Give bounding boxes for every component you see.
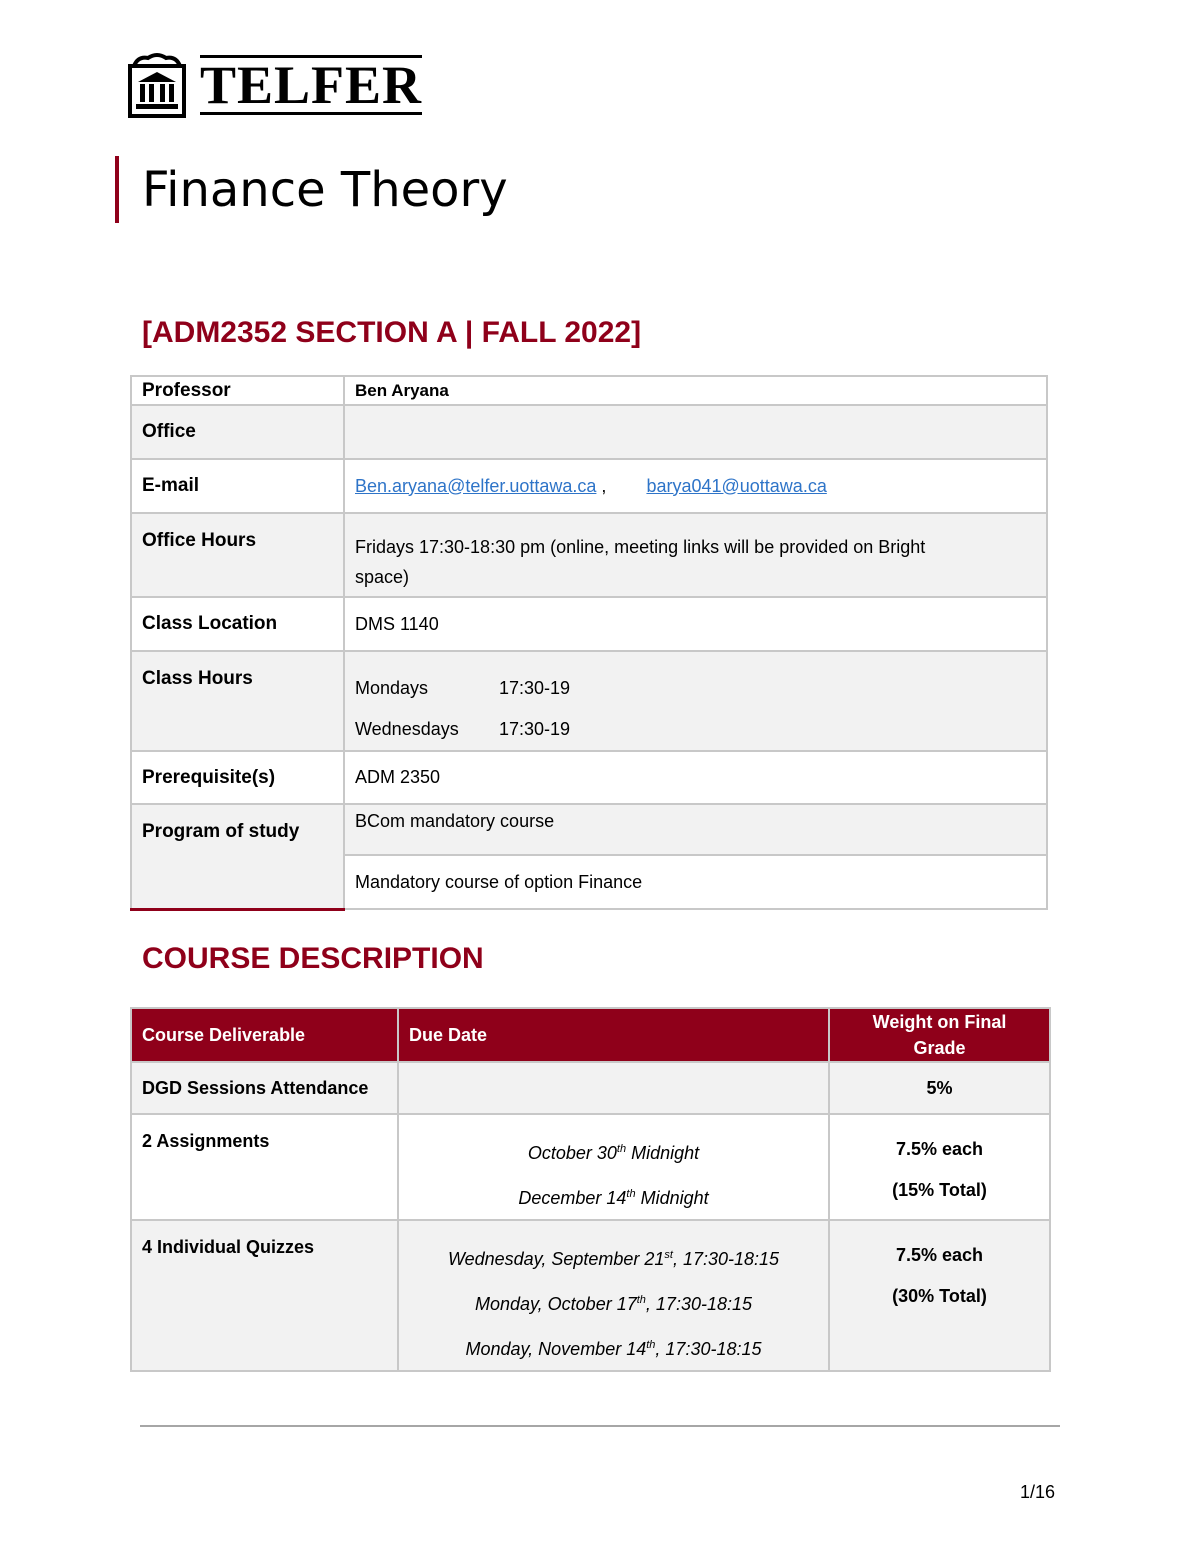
office-hours-label: Office Hours bbox=[130, 512, 345, 598]
class-hours-value: Mondays 17:30-19 Wednesdays 17:30-19 bbox=[343, 650, 1048, 752]
due-date: December 14th Midnight bbox=[409, 1174, 818, 1219]
page-number: 1/16 bbox=[1020, 1482, 1056, 1502]
email-link-secondary[interactable]: barya041@uottawa.ca bbox=[646, 475, 827, 496]
email-label: E-mail bbox=[130, 458, 345, 514]
prerequisites-value: ADM 2350 bbox=[343, 750, 1048, 805]
header-deliverable: Course Deliverable bbox=[130, 1007, 399, 1063]
due-date-cell: October 30th Midnight December 14th Midni… bbox=[397, 1113, 830, 1221]
office-label: Office bbox=[130, 404, 345, 460]
due-date: October 30th Midnight bbox=[409, 1129, 818, 1174]
weight-cell: 5% bbox=[828, 1061, 1051, 1115]
due-date-post: Midnight bbox=[626, 1143, 700, 1163]
due-date-post: , 17:30-18:15 bbox=[645, 1294, 753, 1314]
due-date-sup: th bbox=[626, 1188, 636, 1200]
weight-value: 5% bbox=[926, 1077, 953, 1098]
course-description-heading: COURSE DESCRIPTION bbox=[142, 942, 484, 975]
day: Wednesdays bbox=[355, 719, 459, 739]
header-due-date: Due Date bbox=[397, 1007, 830, 1063]
due-date: Monday, November 14th, 17:30-18:15 bbox=[409, 1325, 818, 1370]
class-hours-label: Class Hours bbox=[130, 650, 345, 752]
deliverable-name: 4 Individual Quizzes bbox=[130, 1219, 399, 1372]
logo-wordmark: TELFER bbox=[200, 55, 423, 115]
due-date: Wednesday, September 21st, 17:30-18:15 bbox=[409, 1235, 818, 1280]
due-date-sup: th bbox=[616, 1143, 627, 1155]
telfer-logo: TELFER bbox=[128, 52, 423, 118]
due-date-cell: Wednesday, September 21st, 17:30-18:15 Mo… bbox=[397, 1219, 830, 1372]
time: 17:30-19 bbox=[499, 719, 571, 739]
due-date: Monday, October 17th, 17:30-18:15 bbox=[409, 1280, 818, 1325]
due-date-pre: Wednesday, September 21 bbox=[447, 1249, 665, 1269]
table-row: 2 Assignments October 30th Midnight Decemb… bbox=[130, 1113, 1051, 1221]
deliverable-name: 2 Assignments bbox=[130, 1113, 399, 1221]
weight-value: (15% Total) bbox=[892, 1180, 987, 1200]
due-date-post: , 17:30-18:15 bbox=[672, 1249, 780, 1269]
email-link-primary[interactable]: Ben.aryana@telfer.uottawa.ca bbox=[355, 475, 597, 496]
due-date-cell bbox=[397, 1061, 830, 1115]
course-heading: [ADM2352 SECTION A | FALL 2022] bbox=[142, 316, 642, 349]
due-date-post: Midnight bbox=[635, 1188, 709, 1208]
footer-divider bbox=[140, 1425, 1060, 1427]
deliverables-table: Course Deliverable Due Date Weight on Fi… bbox=[130, 1007, 1051, 1372]
weight-value: 7.5% each bbox=[895, 1139, 984, 1159]
class-location-value: DMS 1140 bbox=[343, 596, 1048, 652]
class-hours-row: Wednesdays 17:30-19 bbox=[355, 709, 1036, 750]
due-date-pre: Monday, October 17 bbox=[474, 1294, 637, 1314]
professor-value: Ben Aryana bbox=[343, 375, 1048, 406]
weight-value: (30% Total) bbox=[892, 1286, 987, 1306]
due-date-pre: October 30 bbox=[527, 1143, 617, 1163]
deliverable-name: DGD Sessions Attendance bbox=[130, 1061, 399, 1115]
professor-label: Professor bbox=[130, 375, 345, 406]
due-date-pre: December 14 bbox=[518, 1188, 627, 1208]
course-info-table: Professor Ben Aryana Office E-mail Ben.ar… bbox=[130, 375, 1048, 911]
title-accent-bar bbox=[115, 156, 119, 223]
program-label: Program of study bbox=[130, 803, 345, 911]
class-hours-row: Mondays 17:30-19 bbox=[355, 668, 1036, 709]
day: Mondays bbox=[355, 678, 429, 698]
office-value bbox=[343, 404, 1048, 460]
due-date-post: , 17:30-18:15 bbox=[655, 1339, 762, 1359]
table-row: 4 Individual Quizzes Wednesday, September… bbox=[130, 1219, 1051, 1372]
page-title: Finance Theory bbox=[142, 162, 508, 218]
time: 17:30-19 bbox=[499, 678, 571, 698]
weight-value: 7.5% each bbox=[895, 1245, 984, 1265]
prerequisites-label: Prerequisite(s) bbox=[130, 750, 345, 805]
program-value: Mandatory course of option Finance bbox=[343, 854, 1048, 910]
office-hours-value: Fridays 17:30-18:30 pm (online, meeting … bbox=[343, 512, 1048, 598]
email-separator: , bbox=[596, 475, 607, 496]
email-value: Ben.aryana@telfer.uottawa.ca , barya041@u… bbox=[343, 458, 1048, 514]
table-row: DGD Sessions Attendance 5% bbox=[130, 1061, 1051, 1115]
class-location-label: Class Location bbox=[130, 596, 345, 652]
due-date-sup: th bbox=[636, 1294, 646, 1306]
header-weight: Weight on Final Grade bbox=[828, 1007, 1051, 1063]
due-date-sup: st bbox=[664, 1249, 673, 1261]
building-icon bbox=[128, 53, 186, 118]
weight-cell: 7.5% each (30% Total) bbox=[828, 1219, 1051, 1372]
weight-cell: 7.5% each (15% Total) bbox=[828, 1113, 1051, 1221]
program-value: BCom mandatory course bbox=[343, 803, 1048, 856]
due-date-pre: Monday, November 14 bbox=[465, 1339, 647, 1359]
due-date-sup: th bbox=[646, 1339, 656, 1351]
